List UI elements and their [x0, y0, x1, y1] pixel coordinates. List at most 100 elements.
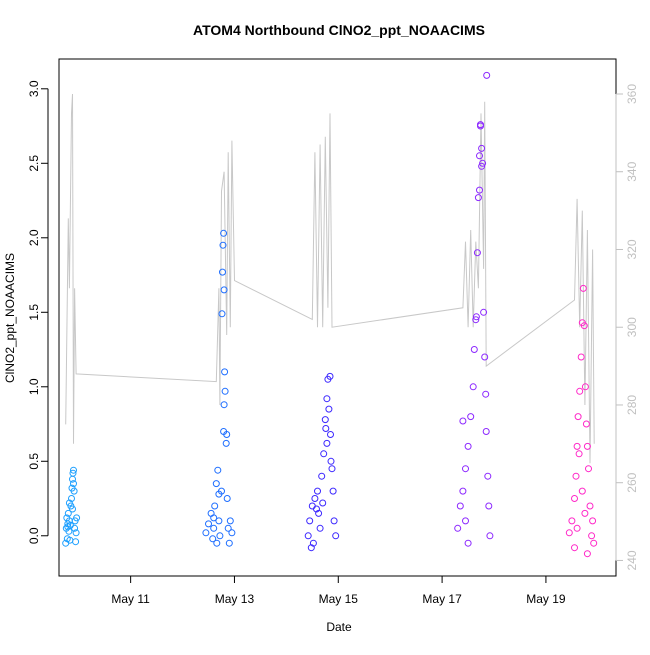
data-point: [326, 372, 334, 380]
data-point: [70, 480, 77, 488]
data-point: [482, 390, 490, 398]
data-point: [221, 368, 229, 376]
data-point: [228, 529, 236, 537]
y2-axis: 240 260 280 300 320 340 360: [615, 84, 639, 570]
data-point: [572, 472, 580, 480]
data-point: [315, 509, 323, 517]
data-point: [580, 322, 588, 330]
data-point: [210, 524, 218, 532]
data-point: [470, 346, 478, 353]
data-point: [65, 499, 73, 507]
data-point: [325, 405, 333, 413]
data-point: [223, 495, 231, 502]
data-point: [485, 502, 493, 510]
data-point: [309, 539, 317, 547]
data-point: [480, 308, 488, 316]
data-point: [68, 495, 75, 502]
data-point: [220, 401, 228, 409]
y-tick-label: 2.0: [27, 229, 41, 246]
data-point: [72, 529, 80, 537]
data-point: [483, 71, 491, 79]
data-point: [320, 450, 328, 458]
data-point: [308, 502, 316, 510]
x-axis-label: Date: [326, 620, 352, 634]
data-point: [219, 241, 227, 249]
data-point: [576, 387, 584, 395]
data-point: [477, 121, 484, 129]
data-point: [214, 466, 222, 474]
data-point: [215, 517, 223, 525]
data-point: [590, 539, 598, 547]
data-point: [568, 517, 576, 525]
data-point: [586, 502, 594, 510]
data-point: [464, 539, 472, 547]
data-point: [73, 514, 81, 522]
x-tick-label: May 17: [422, 592, 462, 606]
data-point: [311, 495, 319, 502]
data-point: [220, 229, 228, 237]
data-point: [323, 395, 331, 403]
data-point: [202, 529, 210, 537]
data-point: [220, 286, 228, 294]
data-point: [329, 487, 337, 495]
y-tick-label: 2.5: [27, 155, 41, 172]
secondary-series-line: [65, 93, 595, 464]
y2-tick-label: 260: [625, 472, 639, 492]
data-point: [481, 353, 489, 361]
data-point: [456, 502, 464, 510]
data-point: [484, 472, 492, 480]
data-point: [330, 517, 338, 525]
data-point: [332, 532, 340, 540]
data-point: [327, 457, 335, 465]
data-point: [486, 532, 494, 540]
data-point: [205, 520, 212, 528]
data-point: [210, 514, 218, 522]
x-tick-label: May 15: [319, 592, 359, 606]
data-point: [588, 532, 596, 540]
data-point: [219, 268, 226, 276]
y2-tick-label: 340: [625, 161, 639, 181]
data-point: [322, 425, 330, 432]
data-point: [327, 431, 334, 438]
data-point: [478, 162, 486, 170]
secondary-line-layer: [65, 93, 595, 464]
data-point: [478, 144, 486, 152]
data-point: [71, 524, 79, 532]
data-point: [69, 469, 77, 477]
y2-tick-label: 360: [625, 84, 639, 104]
data-point: [462, 517, 469, 525]
data-point: [318, 472, 326, 480]
data-point: [581, 383, 589, 391]
data-points-layer: [62, 71, 598, 558]
data-point: [328, 465, 336, 473]
plot-frame: [58, 58, 617, 577]
data-point: [306, 517, 314, 525]
y-tick-label: 1.0: [27, 378, 41, 395]
data-point: [565, 529, 573, 537]
data-point: [226, 517, 234, 525]
y-axis-label: ClNO2_ppt_NOAACIMS: [3, 253, 17, 383]
data-point: [304, 532, 312, 540]
data-point: [454, 524, 462, 532]
y-axis: 0.0 0.5 1.0 1.5 2.0 2.5 3.0: [27, 80, 49, 544]
data-point: [70, 487, 78, 495]
y2-tick-label: 280: [625, 395, 639, 415]
data-point: [224, 524, 232, 532]
data-point: [482, 428, 490, 435]
chart-title: ATOM4 Northbound ClNO2_ppt_NOAACIMS: [193, 22, 485, 38]
data-point: [467, 413, 475, 421]
data-point: [321, 416, 329, 424]
data-point: [585, 465, 592, 473]
data-point: [583, 550, 591, 558]
data-point: [223, 431, 231, 438]
data-point: [577, 353, 585, 361]
data-point: [323, 439, 331, 447]
data-point: [583, 442, 591, 450]
data-point: [64, 523, 72, 531]
x-tick-label: May 11: [111, 592, 150, 606]
data-point: [207, 509, 215, 517]
data-point: [472, 313, 480, 321]
data-point: [313, 505, 320, 513]
data-point: [307, 544, 315, 552]
